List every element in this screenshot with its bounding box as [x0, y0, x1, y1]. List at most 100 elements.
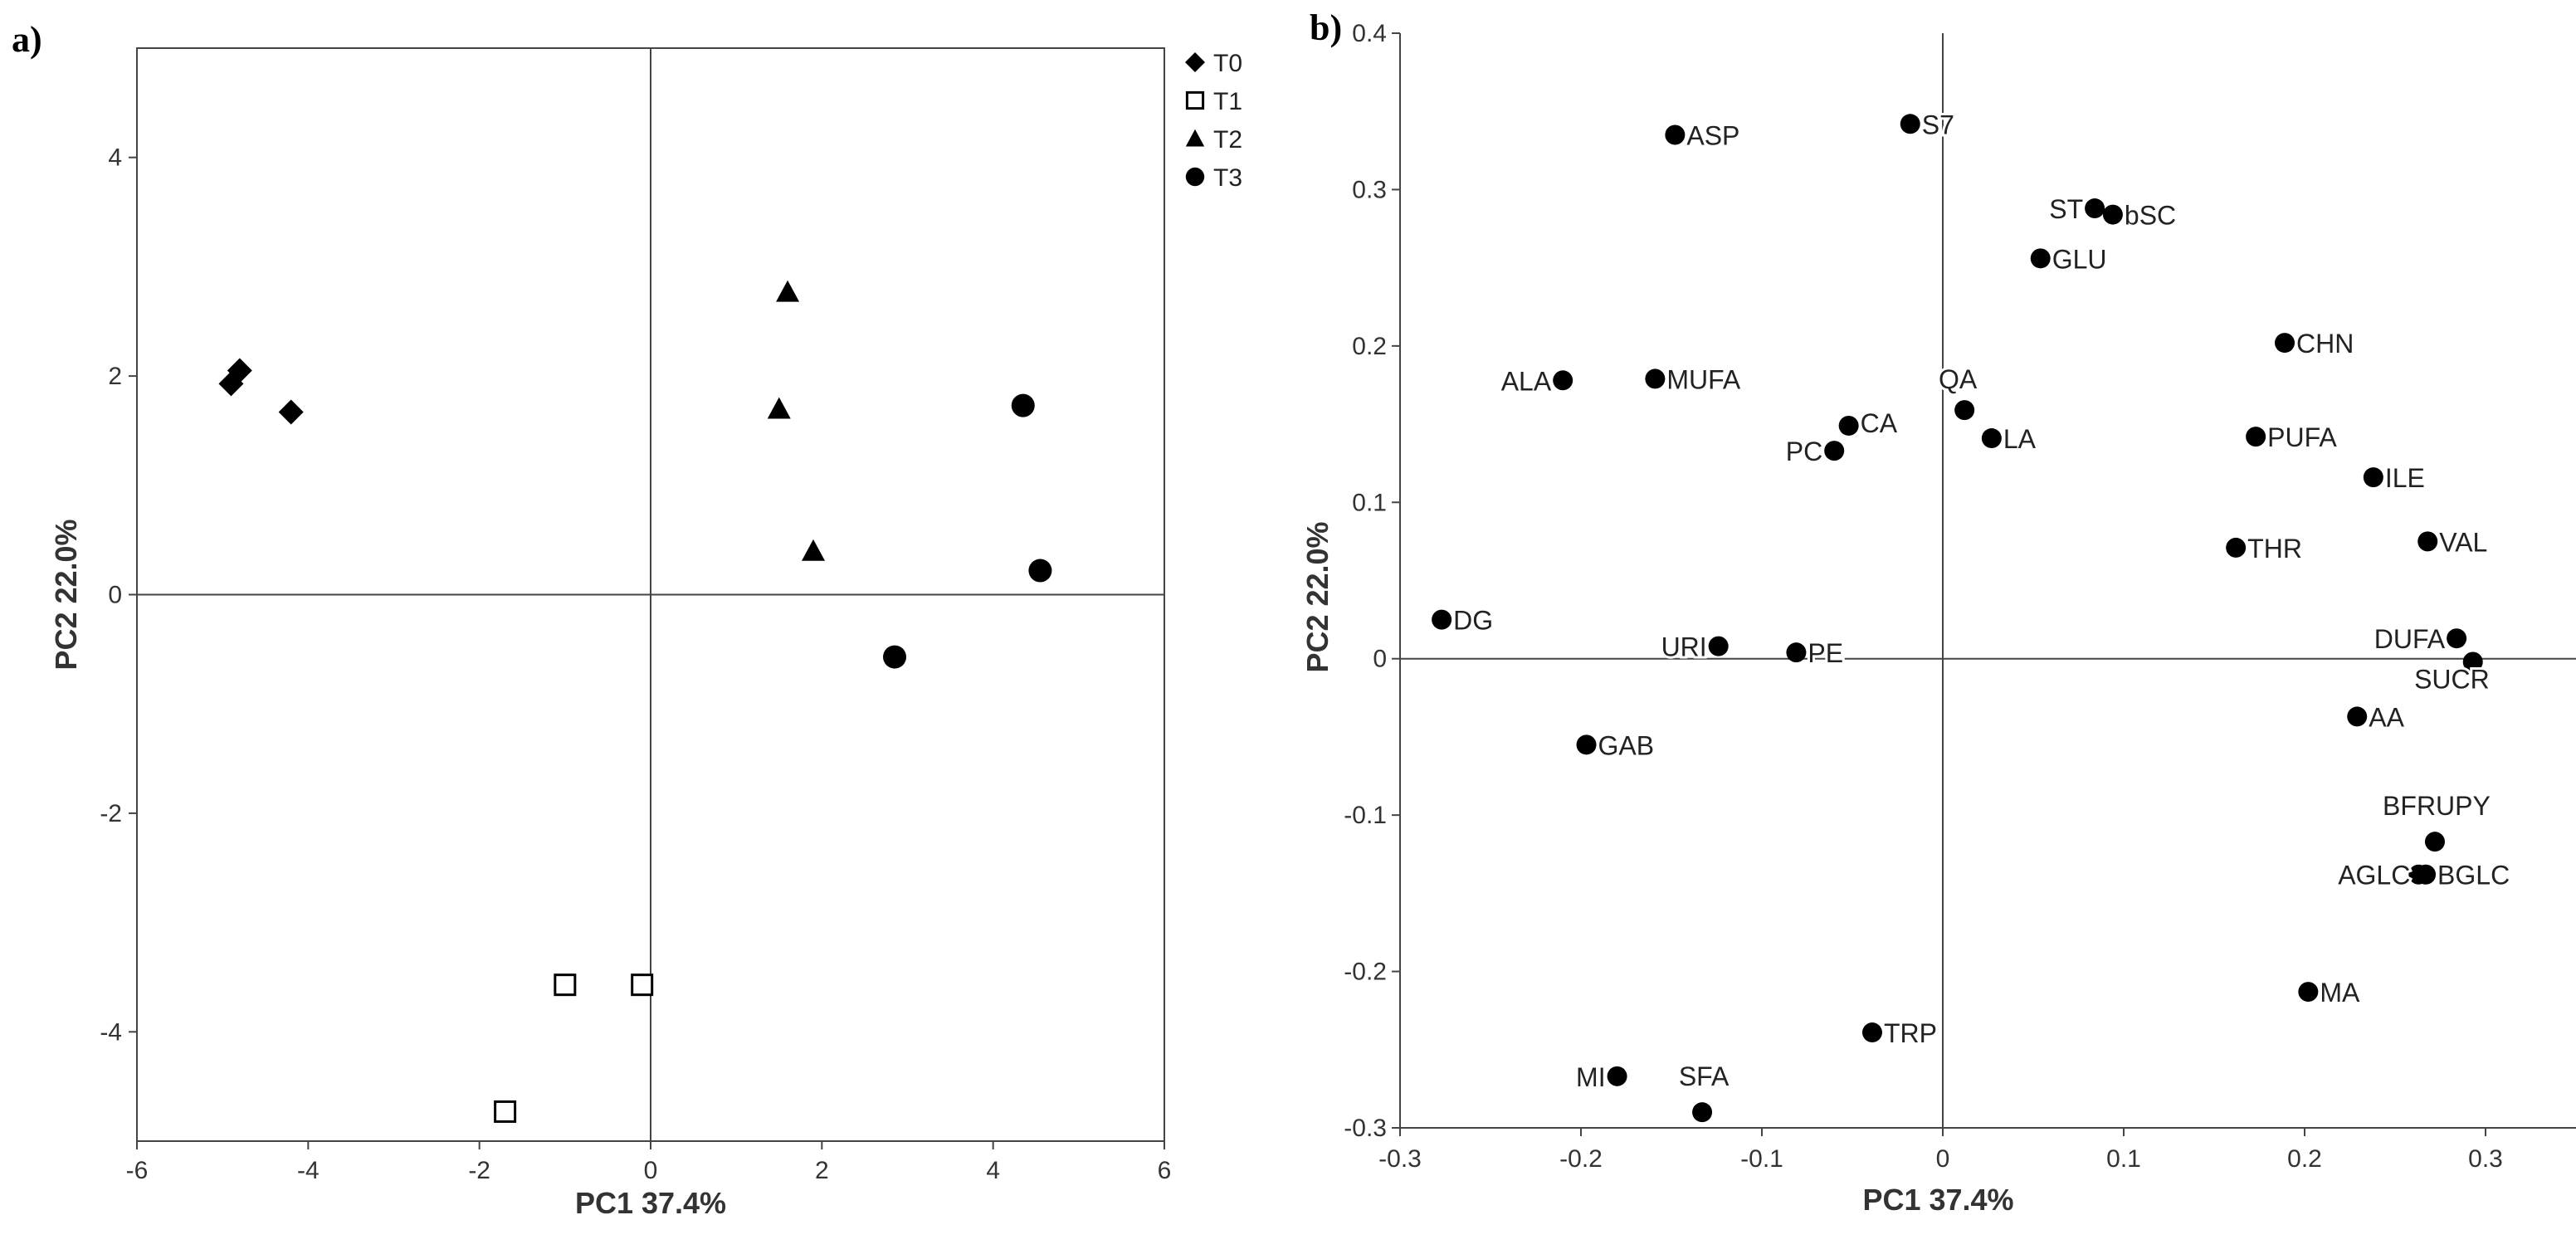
x-tick-label: -0.1: [1740, 1145, 1783, 1173]
point-qa: [1954, 400, 1975, 421]
legend-marker-t3: [1185, 167, 1205, 187]
x-tick-label: 2: [815, 1157, 829, 1184]
point-label-aa: AA: [2369, 702, 2404, 732]
x-tick-label: -2: [468, 1157, 490, 1184]
y-tick-label: 0.3: [1352, 176, 1387, 203]
legend-marker-t0: [1185, 52, 1205, 72]
y-tick-label: -0.2: [1344, 959, 1387, 986]
legend-label-t0: T0: [1213, 50, 1242, 77]
point-label-chn: CHN: [2296, 329, 2354, 359]
point-label-qa: QA: [1939, 364, 1978, 394]
point-t2: [802, 539, 826, 561]
point-dufa: [2447, 628, 2467, 649]
point-ma: [2298, 982, 2319, 1003]
x-tick-label: 4: [986, 1157, 1000, 1184]
y-tick-label: 0.1: [1352, 489, 1387, 516]
legend-label-t2: T2: [1213, 126, 1242, 154]
legend-label-t1: T1: [1213, 88, 1242, 115]
x-tick-label: -0.3: [1378, 1145, 1422, 1173]
point-label-ala: ALA: [1501, 366, 1552, 396]
panel-a-label: a): [12, 19, 42, 60]
point-label-ma: MA: [2320, 978, 2360, 1008]
x-tick-label: 0: [1936, 1145, 1950, 1173]
point-label-ca: CA: [1861, 408, 1898, 438]
y-tick-label: -4: [100, 1018, 122, 1046]
point-label-s7: S7: [1922, 110, 1954, 139]
point-bglc: [2416, 864, 2437, 885]
point-label-la: LA: [2003, 424, 2037, 454]
point-uri: [1708, 636, 1729, 656]
point-label-bsc: bSC: [2125, 201, 2176, 231]
x-tick-label: -0.2: [1559, 1145, 1603, 1173]
y-tick-label: 4: [108, 144, 122, 172]
x-tick-label: 0.1: [2106, 1145, 2141, 1173]
point-la: [1981, 428, 2002, 449]
y-axis-title: PC2 22.0%: [1300, 521, 1334, 672]
pca-scores-plot: -6 -4 -2 0 2 4 6 -4 -2 0 2 4 PC1 37.4% PC2 22.0% T0 T1 T…: [49, 47, 1242, 1220]
y-tick-label: 0.2: [1352, 333, 1387, 360]
point-chn: [2275, 333, 2295, 354]
point-pc: [1824, 441, 1845, 461]
y-tick-label: 0: [108, 582, 122, 609]
point-ala: [1553, 370, 1573, 391]
point-label-pufa: PUFA: [2267, 422, 2337, 452]
point-label-mi: MI: [1576, 1062, 1606, 1092]
point-sucr: [2462, 651, 2483, 672]
x-tick-label: -4: [297, 1157, 320, 1184]
x-tick-label: 0.2: [2287, 1145, 2322, 1173]
y-tick-label: 0.4: [1352, 20, 1387, 47]
panel-b-label: b): [1310, 7, 1343, 48]
x-axis-title: PC1 37.4%: [575, 1186, 726, 1220]
x-tick-label: 6: [1158, 1157, 1172, 1184]
point-st: [2085, 198, 2105, 219]
point-glu: [2030, 248, 2051, 269]
point-bsc: [2102, 204, 2123, 225]
point-label-aglc: AGLC: [2338, 861, 2410, 890]
y-tick-label: 0: [1373, 646, 1387, 673]
point-label-uri: URI: [1661, 632, 1707, 662]
y-tick-label: -0.3: [1344, 1115, 1387, 1142]
x-tick-label: -6: [126, 1157, 149, 1184]
point-label-gab: GAB: [1598, 730, 1655, 760]
point-pufa: [2246, 427, 2266, 447]
x-axis-title: PC1 37.4%: [1862, 1183, 2013, 1217]
point-label-sucr: SUCR: [2414, 664, 2490, 694]
point-sfa: [1692, 1102, 1713, 1123]
x-tick-label: 0.3: [2468, 1145, 2503, 1173]
point-label-pe: PE: [1808, 638, 1843, 668]
point-label-mufa: MUFA: [1666, 364, 1741, 394]
point-label-sfa: SFA: [1679, 1061, 1730, 1091]
x-tick-label: 0: [644, 1157, 658, 1184]
legend-label-t3: T3: [1213, 164, 1242, 192]
point-dg: [1432, 609, 1452, 630]
point-label-thr: THR: [2247, 534, 2302, 564]
point-t1: [631, 973, 654, 997]
point-t2: [776, 280, 800, 302]
point-label-trp: TRP: [1884, 1018, 1937, 1048]
point-trp: [1861, 1022, 1882, 1043]
point-mufa: [1645, 368, 1666, 389]
point-ca: [1838, 415, 1859, 436]
point-s7: [1900, 114, 1920, 134]
point-val: [2417, 531, 2438, 552]
point-t1: [554, 973, 577, 997]
point-asp: [1665, 124, 1686, 145]
point-t3: [1028, 559, 1052, 583]
point-t0: [218, 371, 244, 397]
point-label-glu: GLU: [2052, 244, 2107, 274]
y-tick-label: -2: [100, 800, 122, 827]
point-bfrupy: [2424, 832, 2445, 852]
legend-marker-t2: [1185, 129, 1205, 147]
point-label-bglc: BGLC: [2437, 861, 2510, 890]
point-label-asp: ASP: [1686, 120, 1739, 150]
point-t2: [767, 397, 791, 419]
y-tick-label: 2: [108, 363, 122, 390]
point-label-ile: ILE: [2385, 463, 2425, 493]
point-thr: [2226, 537, 2247, 558]
point-ile: [2363, 467, 2383, 488]
y-tick-label: -0.1: [1344, 802, 1387, 829]
y-axis-title: PC2 22.0%: [49, 519, 83, 670]
point-label-bfrupy: BFRUPY: [2383, 791, 2491, 821]
point-t1: [494, 1100, 517, 1123]
point-mi: [1607, 1066, 1627, 1086]
